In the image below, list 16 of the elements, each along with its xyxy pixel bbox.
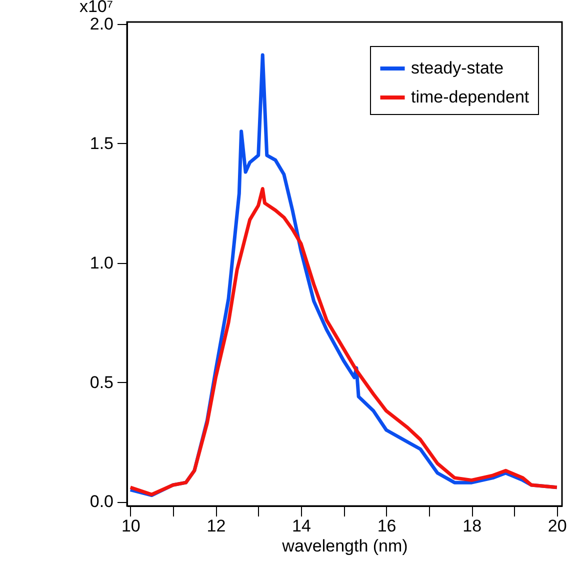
x-tick-label: 14 (292, 516, 311, 536)
legend-label: time-dependent (411, 88, 530, 106)
y-tick-label: 1.5 (90, 134, 114, 153)
y-tick-label: 1.0 (90, 253, 114, 272)
y-tick-label: 0.5 (90, 372, 114, 392)
y-tick-label: 2.0 (90, 14, 114, 34)
line-series (128, 187, 559, 496)
x-axis-title: wavelength (nm) (281, 536, 408, 556)
legend-label: steady-state (411, 58, 504, 78)
x-tick-label: 16 (377, 516, 396, 536)
y-axis-title: x10⁷ (79, 0, 113, 16)
x-tick-label: 18 (462, 516, 482, 536)
y-tick-label: 0.0 (90, 492, 114, 512)
x-tick-label: 12 (206, 516, 226, 536)
x-tick-label: 10 (121, 516, 140, 536)
x-tick-label: 20 (548, 516, 567, 536)
